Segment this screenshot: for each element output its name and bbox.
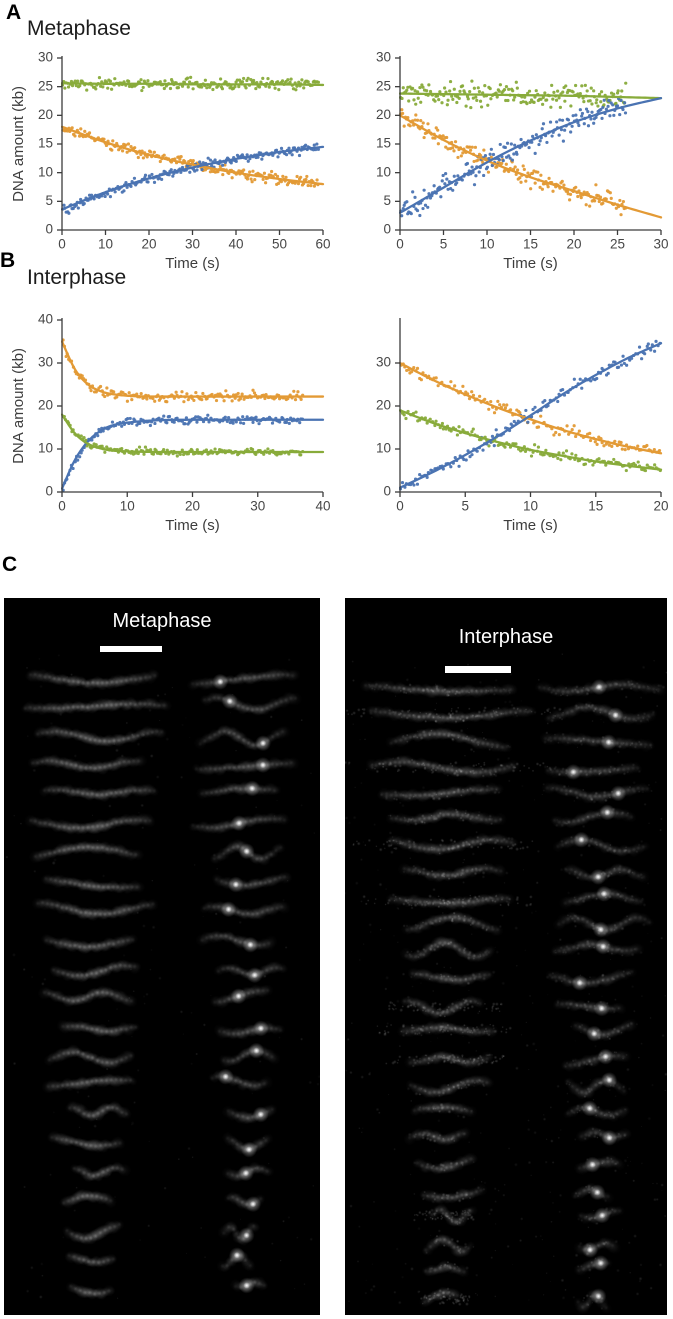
panel-label-c: C: [2, 553, 18, 576]
micrograph-image-interphase: [345, 598, 667, 1315]
scale-bar-metaphase: [100, 646, 162, 652]
micrograph-panel-metaphase: Metaphase: [4, 598, 320, 1315]
micrograph-title-metaphase: Metaphase: [112, 610, 212, 632]
chart-metaphase-right: [346, 46, 671, 276]
micrograph-image-metaphase: [4, 598, 320, 1315]
chart-interphase-right: [346, 308, 671, 538]
panel-title-interphase: Interphase: [27, 266, 127, 289]
chart-interphase-left: [8, 308, 333, 538]
micrograph-panel-interphase: Interphase: [345, 598, 667, 1315]
panel-label-b: B: [0, 249, 16, 272]
chart-metaphase-left: [8, 46, 333, 276]
panel-title-metaphase: Metaphase: [27, 17, 131, 40]
micrograph-title-interphase: Interphase: [458, 626, 554, 648]
panel-label-a: A: [6, 1, 22, 24]
scale-bar-interphase: [445, 666, 511, 673]
